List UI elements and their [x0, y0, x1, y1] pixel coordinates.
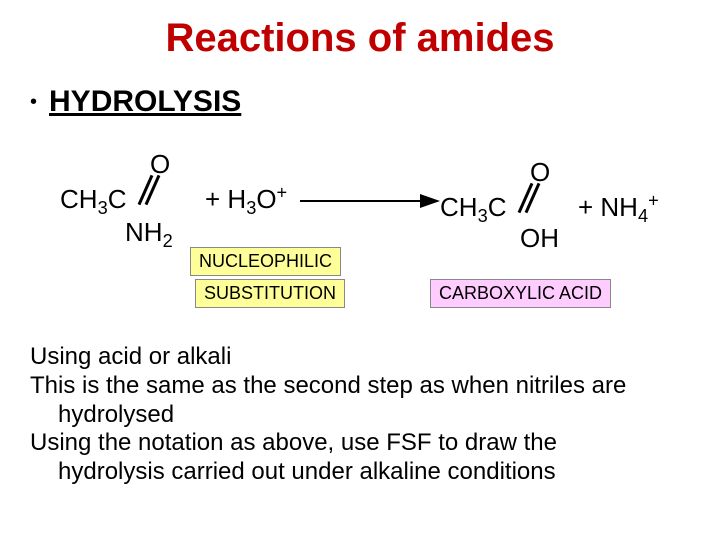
product-oh: OH [520, 223, 559, 254]
product-label: CARBOXYLIC ACID [430, 279, 611, 308]
body-line1: Using acid or alkali [30, 343, 231, 370]
heading: HYDROLYSIS [49, 85, 241, 119]
slide-title: Reactions of amides [0, 16, 720, 61]
reactant-nh2: NH2 [125, 217, 173, 248]
bullet-icon: • [30, 92, 37, 112]
mechanism-label-1: NUCLEOPHILIC [190, 247, 341, 276]
reaction-diagram: O CH3C NH2 + H3O+ O CH3C OH + NH4+ NUCLE… [0, 139, 720, 319]
body-line3b: hydrolysis carried out under alkaline co… [58, 458, 690, 487]
byproduct-nh4: + NH4+ [578, 192, 659, 223]
reaction-arrow-icon [300, 191, 440, 211]
double-bond-right [524, 182, 544, 212]
mechanism-label-2: SUBSTITUTION [195, 279, 345, 308]
body-line2a: This is the same as the second step as w… [30, 372, 626, 399]
reagent-h3o: + H3O+ [205, 184, 287, 215]
reactant-ch3c: CH3C [60, 184, 126, 215]
double-bond-left [144, 174, 164, 204]
body-text: Using acid or alkali This is the same as… [30, 343, 690, 487]
product-ch3c: CH3C [440, 192, 506, 223]
body-line2b: hydrolysed [58, 401, 690, 430]
heading-row: • HYDROLYSIS [30, 85, 720, 119]
body-line3a: Using the notation as above, use FSF to … [30, 429, 557, 456]
